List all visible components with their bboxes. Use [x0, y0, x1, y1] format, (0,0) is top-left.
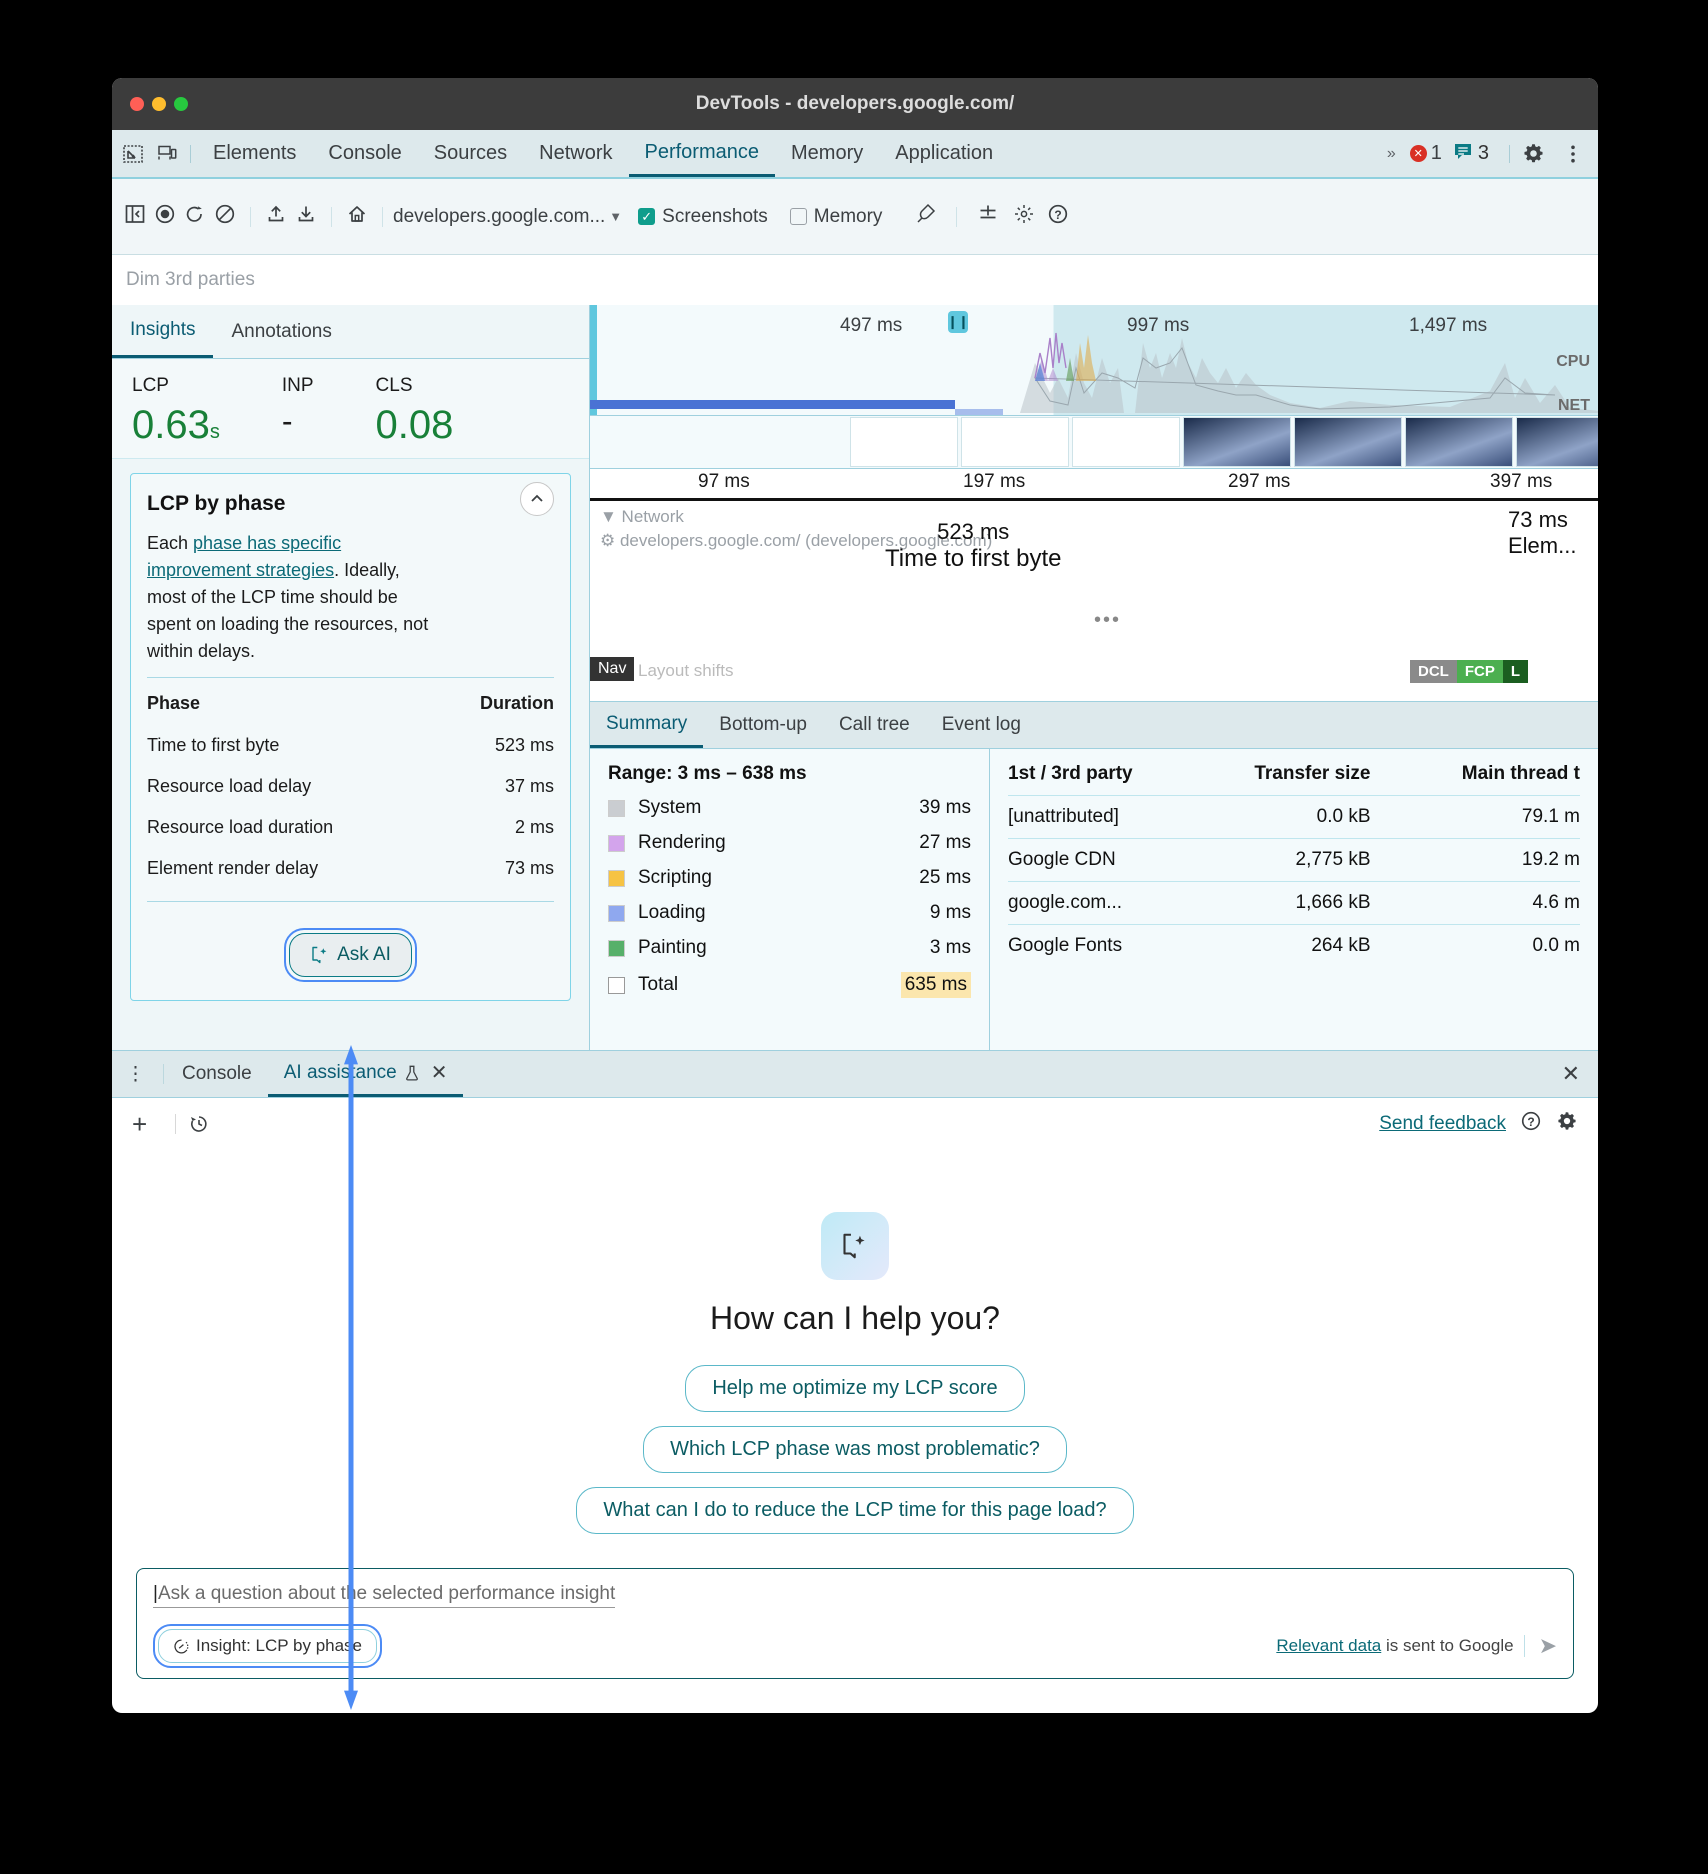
- svg-text:?: ?: [1527, 1115, 1534, 1129]
- svg-text:?: ?: [1055, 208, 1062, 222]
